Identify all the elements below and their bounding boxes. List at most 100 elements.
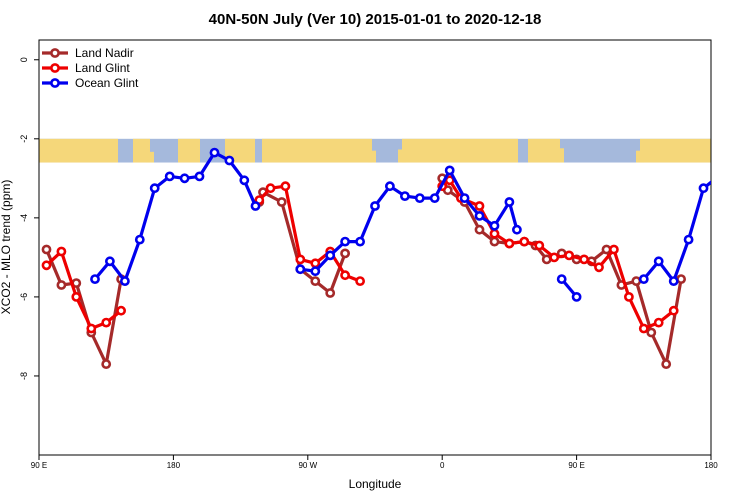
- data-point: [549, 252, 560, 263]
- data-point: [295, 264, 306, 275]
- data-point: [101, 317, 112, 328]
- data-point: [355, 276, 365, 286]
- map-land: [246, 149, 254, 163]
- data-point: [295, 254, 306, 265]
- data-point: [194, 171, 205, 182]
- data-point: [120, 276, 130, 286]
- x-tick-label: 0: [440, 461, 445, 470]
- data-point: [579, 254, 589, 265]
- x-tick-label: 90 E: [568, 461, 584, 470]
- data-point: [71, 291, 82, 302]
- world-map-strip: [39, 138, 711, 163]
- map-land: [178, 138, 200, 163]
- data-point: [280, 181, 291, 192]
- data-point: [239, 175, 250, 186]
- data-point: [101, 359, 112, 369]
- data-point: [276, 197, 287, 207]
- data-point: [444, 165, 455, 176]
- data-point: [594, 262, 604, 273]
- series-line: [45, 248, 123, 366]
- legend-marker: [50, 48, 60, 58]
- legend-marker: [50, 78, 60, 88]
- y-tick-label: -8: [19, 372, 29, 380]
- data-point: [474, 224, 485, 235]
- data-point: [676, 274, 686, 284]
- legend-label: Land Nadir: [75, 46, 134, 60]
- data-point: [414, 193, 425, 203]
- data-point: [399, 191, 410, 201]
- legend-label: Land Glint: [75, 61, 130, 75]
- data-point: [646, 327, 657, 338]
- data-point: [609, 244, 619, 255]
- data-point: [624, 291, 634, 302]
- data-point: [224, 155, 235, 166]
- x-axis: 90 E 180 90 W 0 90 E 180: [31, 455, 718, 470]
- series-land-nadir: [41, 173, 686, 369]
- map-land: [133, 138, 150, 163]
- data-point: [90, 274, 100, 284]
- data-point: [519, 236, 530, 247]
- data-point: [564, 250, 574, 261]
- x-tick-label: 180: [704, 461, 718, 470]
- map-land: [640, 138, 711, 163]
- data-point: [715, 173, 722, 180]
- data-point: [310, 266, 321, 277]
- x-tick-label: 180: [167, 461, 181, 470]
- map-land: [528, 138, 560, 163]
- data-point: [86, 323, 97, 334]
- data-point: [370, 201, 380, 211]
- legend-marker: [50, 63, 60, 73]
- data-point: [683, 234, 694, 245]
- map-land: [368, 150, 376, 163]
- data-point: [698, 183, 709, 194]
- data-point: [310, 276, 321, 286]
- data-point: [149, 183, 160, 194]
- data-point: [250, 201, 261, 211]
- data-point: [668, 276, 679, 286]
- series-ocean-glint: [90, 147, 722, 302]
- x-tick-label: 90 W: [298, 461, 317, 470]
- data-point: [429, 193, 440, 203]
- data-point: [164, 171, 175, 182]
- series-line: [258, 184, 361, 283]
- map-land: [636, 150, 644, 163]
- data-point: [41, 260, 52, 271]
- data-point: [116, 305, 126, 316]
- data-point: [631, 276, 642, 286]
- series-layer: [41, 147, 722, 369]
- data-point: [489, 220, 500, 231]
- data-point: [504, 238, 515, 249]
- series-land-glint: [41, 175, 679, 334]
- map-land: [556, 148, 564, 163]
- chart-title: 40N-50N July (Ver 10) 2015-01-01 to 2020…: [209, 11, 542, 28]
- map-land: [39, 138, 118, 163]
- data-point: [340, 236, 350, 247]
- data-point: [489, 236, 500, 247]
- data-point: [56, 246, 67, 257]
- data-point: [355, 236, 365, 247]
- data-point: [534, 240, 545, 251]
- data-point: [489, 228, 500, 239]
- data-point: [325, 288, 336, 298]
- data-point: [459, 193, 470, 203]
- y-tick-label: -2: [19, 135, 29, 143]
- data-point: [340, 270, 350, 281]
- data-point: [504, 197, 515, 207]
- map-land: [262, 138, 372, 163]
- y-tick-label: -4: [19, 214, 29, 222]
- data-point: [638, 323, 649, 334]
- legend-label: Ocean Glint: [75, 76, 139, 90]
- data-point: [325, 250, 336, 261]
- data-point: [265, 183, 276, 194]
- data-point: [310, 258, 321, 269]
- data-point: [638, 274, 649, 284]
- data-point: [41, 244, 52, 255]
- plot-frame: [38, 39, 712, 456]
- y-tick-label: -6: [19, 293, 29, 301]
- series-line: [642, 180, 711, 283]
- series-line: [257, 190, 347, 295]
- data-point: [512, 224, 522, 235]
- data-point: [661, 359, 672, 369]
- map-land: [146, 151, 154, 163]
- data-point: [474, 201, 485, 211]
